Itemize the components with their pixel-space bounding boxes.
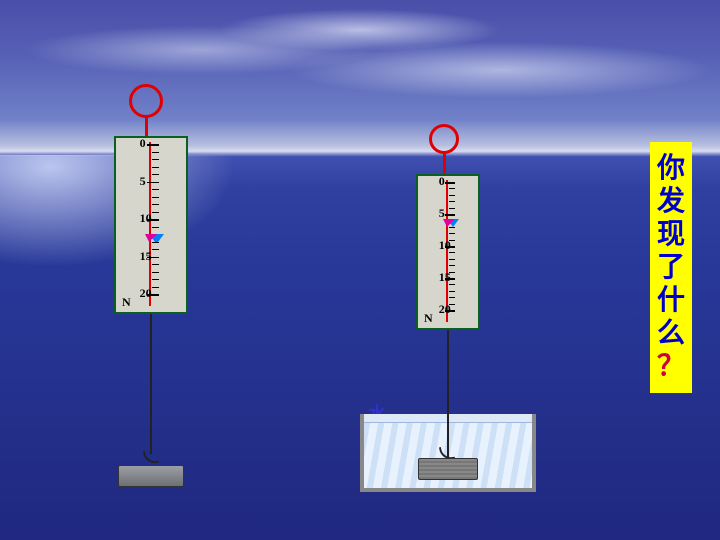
question-char: 什: [654, 284, 688, 317]
tick-label: 5: [140, 173, 146, 188]
spring-scale-right: 05101520 N: [416, 174, 480, 330]
question-char: 你: [654, 152, 688, 185]
tick-label: 10: [439, 238, 451, 253]
question-char: 现: [654, 218, 688, 251]
tick-label: 15: [140, 248, 152, 263]
tick-label: 20: [140, 286, 152, 301]
question-box: 你发现了什么？: [650, 142, 692, 393]
tick-label: 0: [439, 174, 445, 189]
question-char: 了: [654, 251, 688, 284]
scale-ticks-right: 05101520: [435, 182, 471, 310]
question-char: 么: [654, 317, 688, 350]
wire-left: [150, 314, 152, 454]
wire-right: [447, 330, 449, 460]
weight-right: [418, 458, 478, 480]
tick-label: 20: [439, 302, 451, 317]
ring-stem-left: [145, 116, 148, 138]
hook-left: [143, 449, 159, 465]
question-char: ？: [654, 350, 688, 383]
scale-pointer: [149, 234, 163, 242]
scale-unit-right: N: [424, 311, 433, 326]
tick-label: 15: [439, 270, 451, 285]
spring-scale-ring-right: [429, 124, 459, 154]
spring-scale-left: 0 5 10 15 20 N: [114, 136, 188, 314]
scale-ticks-left: 05101520: [136, 144, 178, 294]
question-char: 发: [654, 185, 688, 218]
tick-label: 10: [140, 211, 152, 226]
ring-stem-right: [443, 152, 446, 176]
spring-scale-ring-left: [129, 84, 163, 118]
scale-unit-left: N: [122, 295, 131, 310]
scale-pointer: [447, 219, 459, 227]
weight-left: [118, 465, 184, 487]
sky-clouds: [0, 0, 720, 155]
tick-label: 0: [140, 136, 146, 151]
